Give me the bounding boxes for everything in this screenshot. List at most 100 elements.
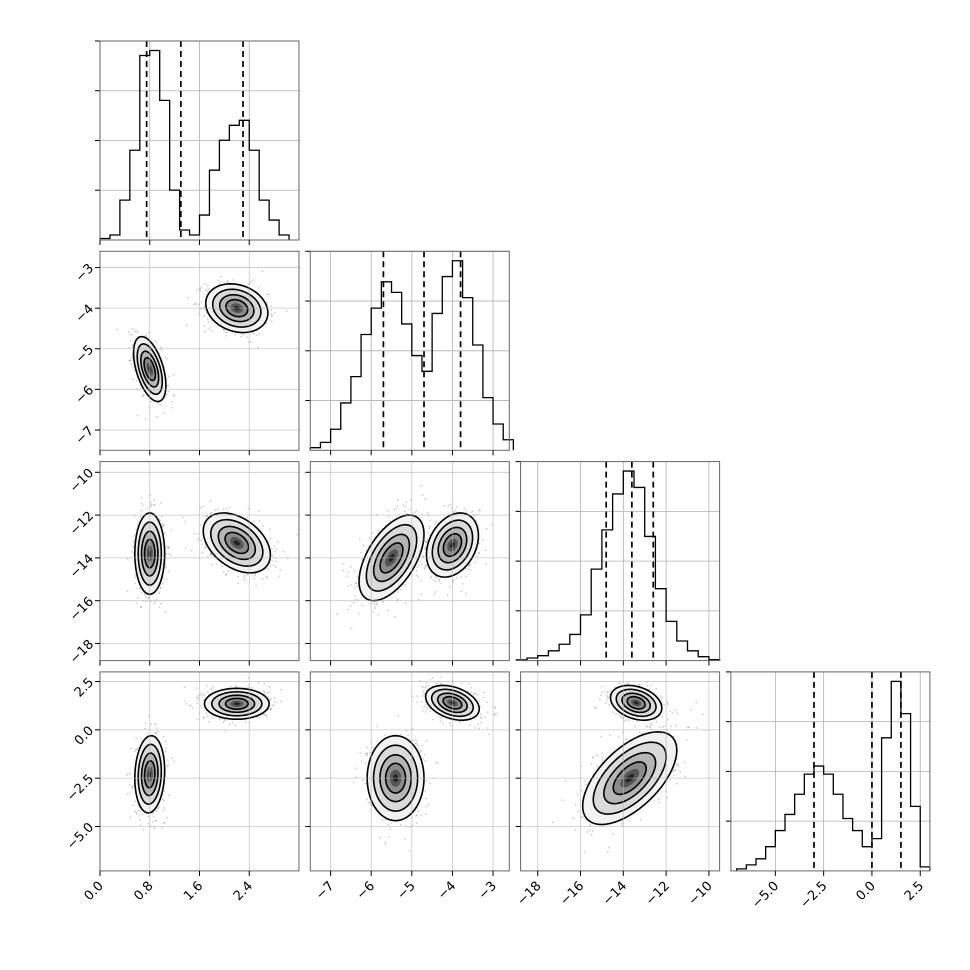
sample-point [356, 585, 359, 588]
sample-point [434, 580, 437, 583]
sample-point [271, 547, 273, 550]
sample-point [269, 707, 272, 710]
sample-point [417, 575, 419, 578]
density-contour [132, 335, 167, 403]
sample-point [356, 576, 359, 579]
density-contour [437, 526, 468, 564]
sample-point [428, 527, 431, 530]
sample-point [405, 513, 408, 515]
sample-point [255, 584, 257, 587]
sample-point [196, 289, 199, 292]
sample-point [273, 545, 276, 547]
sample-point [134, 573, 137, 576]
sample-point [275, 548, 278, 550]
sample-point [270, 315, 273, 318]
scatter-panel-1-0 [99, 250, 300, 451]
sample-point [231, 279, 234, 281]
sample-point [415, 509, 418, 512]
sample-point [206, 317, 209, 320]
sample-point [222, 721, 225, 724]
sample-point [347, 608, 349, 611]
sample-point [345, 575, 348, 578]
sample-point [418, 550, 421, 553]
sample-point [155, 809, 158, 812]
sample-point [140, 509, 143, 512]
sample-point [261, 270, 264, 273]
sample-point [163, 412, 166, 415]
sample-point [243, 574, 246, 577]
sample-point [135, 748, 138, 751]
sample-point [207, 720, 210, 723]
sample-point [159, 586, 162, 589]
sample-point [134, 330, 136, 333]
sample-point [421, 563, 424, 565]
sample-point [427, 532, 430, 535]
sample-point [223, 329, 226, 332]
sample-point [270, 305, 273, 307]
histogram-panel-0 [95, 40, 300, 241]
sample-point [468, 564, 471, 567]
sample-point [132, 552, 135, 555]
sample-point [129, 359, 132, 362]
sample-point [268, 691, 271, 694]
sample-point [252, 279, 255, 281]
sample-point [471, 510, 474, 513]
sample-point [402, 504, 405, 507]
sample-point [134, 810, 137, 813]
sample-point [130, 363, 133, 366]
sample-point [205, 515, 208, 517]
sample-point [422, 555, 424, 557]
sample-point [141, 395, 144, 398]
sample-point [269, 565, 272, 567]
sample-point [153, 504, 155, 506]
sample-point [461, 582, 464, 585]
sample-point [438, 578, 440, 581]
sample-point [265, 322, 268, 325]
sample-point [396, 499, 399, 502]
sample-point [182, 516, 184, 519]
sample-point [209, 553, 212, 556]
sample-point [135, 811, 138, 814]
sample-point [131, 327, 134, 330]
density-contour [224, 531, 250, 555]
sample-point [211, 329, 214, 332]
density-contour [442, 533, 463, 558]
sample-point [219, 276, 222, 278]
sample-point [207, 287, 210, 290]
sample-point [272, 564, 275, 567]
sample-point [142, 394, 145, 397]
sample-point [167, 763, 170, 766]
sample-point [266, 301, 269, 304]
sample-point [257, 286, 260, 289]
panel-frame [520, 461, 721, 662]
sample-point [350, 627, 353, 630]
sample-point [261, 577, 264, 580]
sample-point [139, 605, 142, 608]
sample-point [416, 566, 419, 569]
sample-point [209, 553, 212, 555]
sample-point [226, 331, 229, 334]
sample-point [438, 580, 441, 583]
sample-point [478, 552, 481, 555]
sample-point [420, 593, 423, 596]
sample-point [354, 598, 357, 601]
sample-point [166, 545, 168, 548]
sample-point [242, 578, 245, 581]
sample-point [270, 708, 273, 711]
sample-point [201, 543, 203, 546]
sample-point [342, 569, 345, 572]
sample-point [131, 786, 134, 789]
sample-point [443, 504, 446, 507]
sample-point [425, 564, 428, 567]
sample-point [405, 500, 407, 503]
sample-point [414, 511, 416, 514]
sample-point [195, 687, 198, 690]
sample-point [234, 724, 237, 727]
sample-point [139, 386, 142, 389]
sample-point [199, 524, 202, 526]
sample-point [185, 702, 188, 705]
sample-point [210, 554, 213, 556]
sample-point [139, 824, 142, 827]
sample-point [455, 506, 458, 509]
sample-point [358, 538, 361, 541]
